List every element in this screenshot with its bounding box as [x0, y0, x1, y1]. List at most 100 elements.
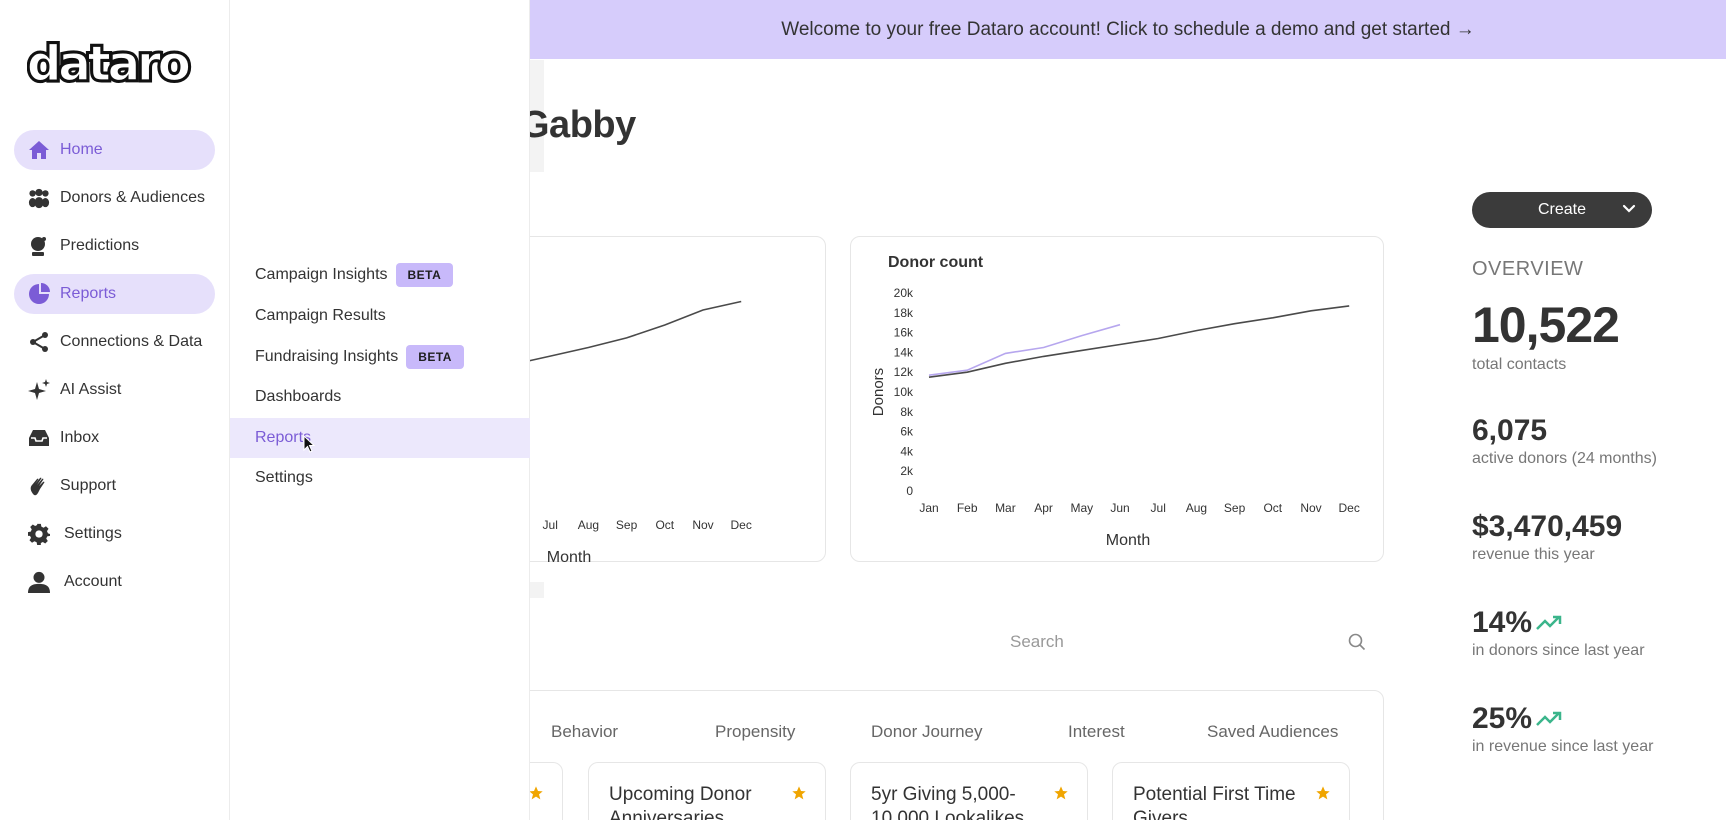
x-tick-label: Dec [1339, 501, 1360, 515]
sidebar-item-label: Account [64, 573, 122, 590]
y-axis-label: Donors [870, 368, 887, 416]
y-tick-label: 16k [894, 326, 914, 340]
x-tick-label: Nov [692, 518, 713, 532]
flyout-item-label: Dashboards [255, 388, 342, 405]
search-icon[interactable] [1348, 633, 1366, 651]
tab-propensity[interactable]: Propensity [715, 722, 796, 741]
x-tick-label: Feb [957, 501, 978, 515]
stat-value: 6,075 [1472, 414, 1548, 447]
series-line-0 [928, 305, 1350, 378]
stat-active-donors: 6,075 active donors (24 months) [1472, 414, 1657, 468]
logo-text: dataro [27, 38, 189, 88]
sidebar-item-reports[interactable]: Reports [14, 274, 215, 314]
logo-text-inner: dataro [27, 38, 189, 88]
sidebar-item-settings[interactable]: Settings [14, 514, 215, 554]
reports-flyout-menu: Campaign Insights BETA Campaign Results … [230, 0, 530, 820]
sidebar: dataro dataro Home Donors & Audiences Pr… [0, 0, 230, 820]
x-tick-label: Jun [1110, 501, 1129, 515]
share-icon [28, 331, 50, 353]
sidebar-item-label: Inbox [60, 429, 100, 446]
stat-value: 14% [1472, 606, 1533, 639]
stat-revenue: $3,470,459 revenue this year [1472, 510, 1622, 564]
sidebar-item-inbox[interactable]: Inbox [14, 418, 215, 458]
flyout-item-label: Campaign Insights [255, 266, 388, 283]
flyout-item-campaign-insights[interactable]: Campaign Insights BETA [230, 255, 530, 295]
inbox-icon [28, 427, 50, 449]
trend-up-icon [1536, 615, 1562, 630]
create-button[interactable]: Create [1472, 192, 1652, 228]
tab-behavior[interactable]: Behavior [551, 722, 619, 741]
y-tick-label: 2k [900, 464, 914, 478]
star-icon[interactable] [528, 785, 544, 801]
x-tick-label: Sep [1224, 501, 1246, 515]
sidebar-item-label: Settings [64, 525, 122, 542]
mouse-cursor-icon [303, 435, 315, 453]
flyout-item-campaign-results[interactable]: Campaign Results [230, 296, 530, 336]
sidebar-item-connections-data[interactable]: Connections & Data [14, 322, 215, 362]
donors-icon [28, 187, 50, 209]
x-tick-label: May [1070, 501, 1093, 515]
y-tick-label: 20k [894, 286, 914, 300]
x-tick-label: Oct [1263, 501, 1282, 515]
stat-desc: in revenue since last year [1472, 738, 1654, 755]
stat-value: 10,522 [1472, 297, 1620, 353]
sidebar-item-ai-assist[interactable]: AI Assist [14, 370, 215, 410]
search-bar [1010, 624, 1380, 660]
overview-heading: OVERVIEW [1472, 258, 1584, 280]
flyout-item-fundraising-insights[interactable]: Fundraising Insights BETA [230, 337, 530, 377]
chart-card-donor-count: Donor count 0 2k 4k 6k 8k 10k 12k 14k 16k 18k 20k D… [850, 236, 1384, 562]
welcome-banner[interactable]: Welcome to your free Dataro account! Cli… [530, 0, 1726, 59]
search-input[interactable] [1010, 632, 1330, 652]
flyout-item-dashboards[interactable]: Dashboards [230, 377, 530, 417]
stat-value: $3,470,459 [1472, 510, 1623, 543]
sparkle-icon [28, 379, 50, 401]
stat-desc: active donors (24 months) [1472, 450, 1657, 467]
x-tick-label: Jan [919, 501, 938, 515]
series-line-1 [928, 323, 1121, 376]
home-icon [28, 139, 50, 161]
y-tick-label: 18k [894, 306, 914, 320]
tab-saved-audiences[interactable]: Saved Audiences [1207, 722, 1339, 741]
audience-card[interactable]: 5yr Giving 5,000-10,000 Lookalikes [850, 762, 1088, 820]
sidebar-item-label: Support [60, 477, 117, 494]
x-tick-label: Jul [543, 518, 558, 532]
beta-badge: BETA [395, 263, 454, 287]
sidebar-item-support[interactable]: Support [14, 466, 215, 506]
sidebar-item-donors-audiences[interactable]: Donors & Audiences [14, 178, 215, 218]
y-tick-label: 8k [900, 405, 914, 419]
flyout-item-settings[interactable]: Settings [230, 458, 530, 498]
y-tick-label: 4k [900, 444, 914, 458]
chevron-down-icon [1622, 204, 1636, 213]
star-icon[interactable] [1053, 785, 1069, 801]
stat-desc: revenue this year [1472, 546, 1595, 563]
flyout-item-label: Settings [255, 469, 313, 486]
x-tick-label: Oct [655, 518, 674, 532]
predictions-icon [28, 235, 50, 257]
tab-interest[interactable]: Interest [1068, 722, 1125, 741]
sidebar-item-label: Connections & Data [60, 333, 203, 350]
audience-card[interactable]: Potential First Time Givers [1112, 762, 1350, 820]
x-axis-label: Month [1106, 532, 1150, 549]
sidebar-item-account[interactable]: Account [14, 562, 215, 602]
audience-card[interactable]: Upcoming Donor Anniversaries [588, 762, 826, 820]
sidebar-item-label: Predictions [60, 237, 140, 254]
line-chart-donor-count: 0 2k 4k 6k 8k 10k 12k 14k 16k 18k 20k Donors Jan Feb M… [870, 286, 1360, 549]
audience-card-title: Upcoming Donor Anniversaries [609, 784, 752, 820]
sidebar-item-label: Reports [60, 285, 117, 302]
x-tick-label: Jul [1151, 501, 1166, 515]
gear-icon [28, 523, 50, 545]
sidebar-item-label: AI Assist [60, 381, 122, 398]
flyout-item-reports[interactable]: Reports [230, 418, 530, 458]
x-axis-label: Month [547, 549, 591, 563]
sidebar-item-predictions[interactable]: Predictions [14, 226, 215, 266]
star-icon[interactable] [1315, 785, 1331, 801]
tab-donor-journey[interactable]: Donor Journey [871, 722, 983, 741]
star-icon[interactable] [791, 785, 807, 801]
stat-desc: total contacts [1472, 356, 1567, 373]
audience-card-title: 5yr Giving 5,000-10,000 Lookalikes [871, 784, 1025, 820]
dataro-logo[interactable]: dataro dataro [27, 38, 201, 88]
trend-up-icon [1536, 711, 1562, 726]
sidebar-item-home[interactable]: Home [14, 130, 215, 170]
x-tick-label: Sep [616, 518, 638, 532]
